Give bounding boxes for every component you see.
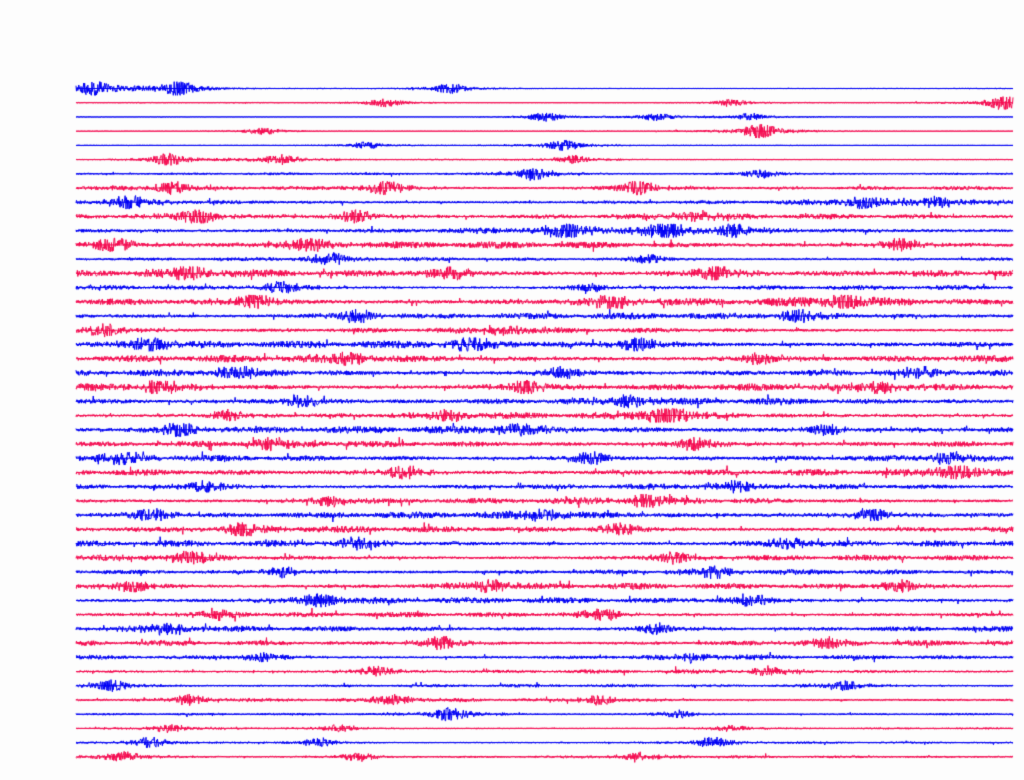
trace-canvas	[0, 0, 1024, 780]
helicorder-page: HI Sitia, Lasithi, Crete isl. 2021-07-14…	[0, 0, 1024, 780]
seismogram-plot	[0, 0, 1024, 780]
